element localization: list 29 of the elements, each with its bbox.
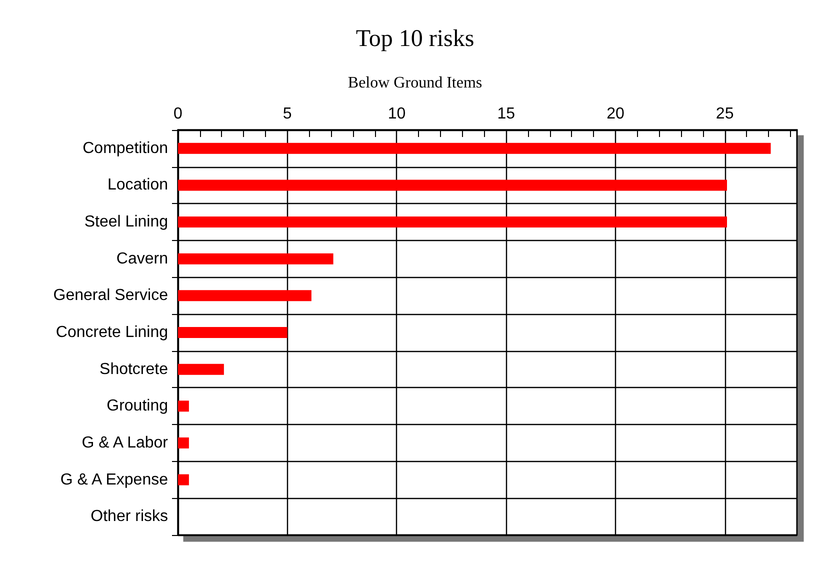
y-tick-label: G & A Labor xyxy=(82,434,169,452)
bar xyxy=(178,364,224,375)
chart-title: Top 10 risks xyxy=(356,26,474,52)
bar xyxy=(178,474,189,486)
bar xyxy=(178,400,189,412)
y-tick-label: Shotcrete xyxy=(100,360,168,378)
y-tick-label: Grouting xyxy=(106,398,168,415)
y-tick-label: General Service xyxy=(53,287,168,304)
chart-subtitle: Below Ground Items xyxy=(348,74,482,92)
x-tick-label: 5 xyxy=(282,106,292,122)
y-tick-label: Cavern xyxy=(116,250,168,268)
y-tick-label: Other risks xyxy=(90,508,168,526)
x-tick-label: 20 xyxy=(606,106,624,122)
bar xyxy=(178,290,312,302)
x-tick-label: 25 xyxy=(716,106,734,122)
bar xyxy=(178,253,334,264)
bar xyxy=(178,327,288,338)
y-tick-label: Concrete Lining xyxy=(56,324,168,341)
bar xyxy=(178,180,728,191)
x-tick-label: 10 xyxy=(388,106,406,122)
bar xyxy=(178,437,189,448)
x-tick-label: 15 xyxy=(497,106,516,122)
y-tick-label: Location xyxy=(108,176,168,194)
y-tick-label: Competition xyxy=(82,140,168,157)
bar xyxy=(178,142,771,154)
y-tick-label: Steel Lining xyxy=(84,214,168,231)
bar xyxy=(178,216,728,228)
y-tick-label: G & A Expense xyxy=(60,471,168,488)
x-tick-label: 0 xyxy=(174,106,183,122)
